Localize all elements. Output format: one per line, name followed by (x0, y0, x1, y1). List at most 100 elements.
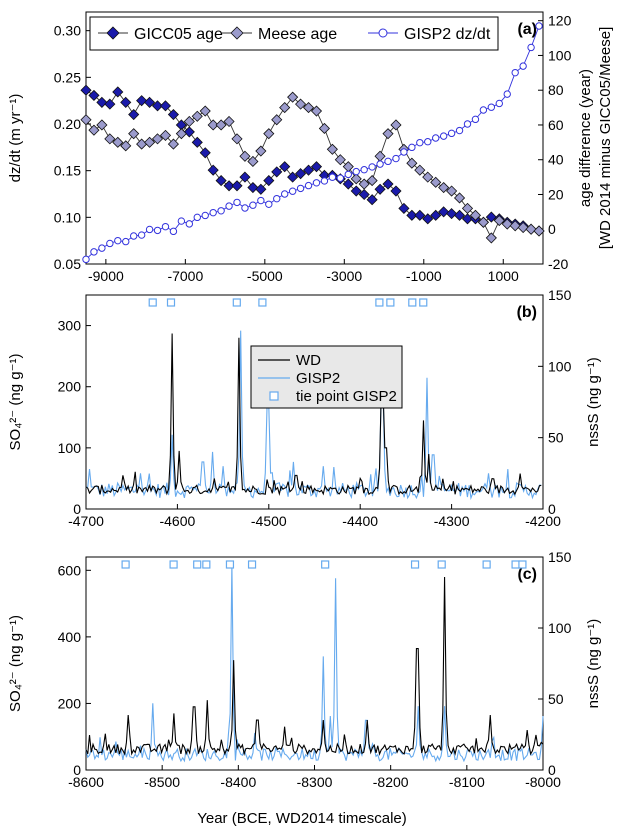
data-point-1 (167, 138, 179, 150)
data-point-2 (177, 217, 186, 225)
y-right-tick-label: 150 (548, 287, 572, 303)
x-tick-label: -5000 (247, 268, 283, 284)
legend-label: tie point GISP2 (296, 388, 397, 405)
legend-marker (378, 28, 388, 38)
x-tick-label: -4500 (251, 513, 287, 529)
data-point-2 (241, 204, 249, 212)
series-line-wd (85, 333, 542, 497)
data-point-1 (128, 128, 140, 140)
y-left-tick-label: 300 (58, 318, 82, 334)
legend-box (89, 16, 499, 51)
tie-point-marker (202, 560, 211, 569)
data-point-0 (453, 209, 466, 221)
data-point-2 (82, 255, 90, 264)
x-tick-label: -4300 (434, 513, 470, 529)
panel-a: -9000 -7000 -5000 -3000 -1000 10000.050.100.1… (7, 11, 614, 284)
data-point-1 (239, 150, 251, 162)
data-point-2 (98, 244, 106, 252)
data-point-2 (408, 143, 416, 152)
data-point-0 (302, 164, 315, 176)
data-point-1 (231, 133, 243, 145)
data-point-2 (249, 201, 257, 209)
x-tick-label: -4400 (342, 513, 378, 529)
data-point-2 (288, 187, 297, 195)
data-point-0 (263, 175, 275, 187)
tie-point-marker (419, 298, 428, 307)
x-tick-label: -8200 (373, 774, 409, 790)
data-point-1 (374, 150, 386, 162)
data-point-1 (96, 119, 108, 131)
data-point-1 (406, 157, 418, 169)
data-point-2 (122, 237, 130, 246)
series-line-1 (85, 96, 540, 239)
legend-marker (230, 26, 244, 40)
data-point-0 (446, 208, 458, 220)
data-point-0 (430, 209, 442, 221)
data-point-1 (422, 171, 434, 183)
data-point-2 (384, 157, 392, 166)
y-right-tick-label: 50 (548, 691, 564, 707)
x-tick-label: -8400 (220, 774, 256, 790)
data-point-2 (432, 134, 440, 142)
y-left-tick-label: 0.25 (54, 69, 81, 85)
data-point-1 (263, 128, 275, 140)
y-right-axis-label: nssS (ng g⁻¹) (585, 619, 602, 709)
data-point-0 (183, 126, 195, 138)
data-point-1 (438, 181, 450, 194)
tie-point-marker (258, 298, 267, 307)
series-line-wd (85, 576, 544, 756)
data-point-1 (215, 119, 227, 131)
y-right-tick-label: 120 (548, 13, 572, 29)
data-point-2 (328, 173, 337, 181)
tie-point-marker (247, 560, 257, 569)
y-left-tick-label: 0.30 (54, 23, 81, 39)
y-right-tick-label: -20 (548, 256, 568, 272)
panel-label: (b) (517, 304, 537, 321)
data-point-0 (310, 161, 323, 173)
data-point-1 (183, 115, 195, 128)
data-point-0 (144, 96, 156, 108)
tie-point-marker (437, 560, 446, 569)
x-tick-label: -4600 (159, 513, 195, 529)
data-point-2 (519, 62, 527, 70)
data-point-2 (455, 126, 464, 135)
data-point-0 (287, 171, 299, 183)
data-point-2 (344, 170, 352, 179)
data-point-2 (201, 211, 209, 220)
tie-point-marker (166, 298, 176, 307)
data-point-2 (400, 148, 408, 156)
panel-b: -4700 -4600 -4500 -4400 -4300 -42000100200300… (7, 287, 602, 529)
data-point-2 (392, 154, 400, 163)
tie-point-marker (321, 560, 330, 569)
data-point-1 (453, 192, 466, 204)
data-point-1 (144, 136, 156, 148)
y-left-axis-label: dz/dt (m yr⁻¹) (7, 94, 24, 183)
data-point-0 (239, 171, 251, 183)
data-point-0 (215, 175, 227, 187)
data-point-1 (295, 98, 307, 110)
x-tick-label: -4700 (68, 513, 104, 529)
data-point-2 (527, 43, 535, 52)
y-left-axis-label: SO₄²⁻ (ng g⁻¹) (7, 354, 24, 451)
data-point-1 (493, 214, 505, 227)
tie-point-marker (518, 560, 527, 569)
tie-point-marker (410, 560, 420, 569)
data-point-0 (406, 209, 418, 221)
data-point-1 (255, 145, 267, 157)
y-left-tick-label: 0 (73, 501, 81, 517)
x-tick-label: 1000 (488, 268, 519, 284)
y-left-tick-label: 200 (58, 695, 82, 711)
y-left-axis-label: SO₄²⁻ (ng g⁻¹) (7, 615, 24, 712)
data-point-1 (247, 155, 259, 168)
data-point-2 (368, 163, 376, 171)
data-point-2 (161, 222, 170, 231)
y-left-tick-label: 0.20 (54, 116, 81, 132)
data-point-2 (495, 99, 503, 108)
data-point-2 (193, 213, 201, 222)
y-right-axis-label: age difference (year) (577, 69, 594, 207)
data-point-1 (517, 221, 529, 234)
data-point-1 (382, 128, 394, 140)
y-left-tick-label: 0.10 (54, 209, 81, 225)
